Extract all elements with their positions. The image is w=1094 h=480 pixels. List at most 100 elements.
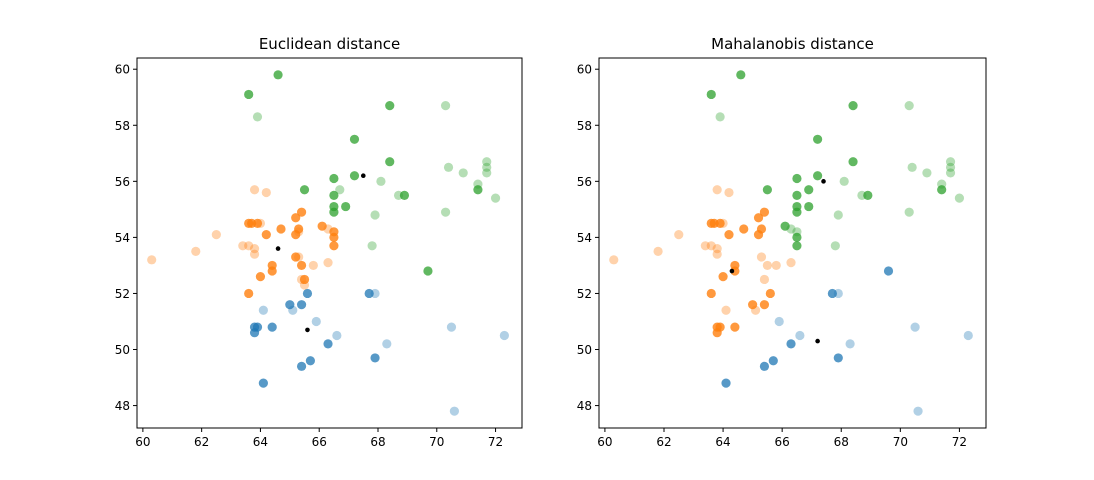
data-point [329, 173, 339, 184]
series-0 [774, 288, 973, 416]
data-point [756, 252, 767, 262]
data-point [449, 406, 460, 416]
data-point [739, 224, 749, 234]
data-point [762, 260, 772, 271]
data-point [267, 322, 277, 332]
data-point [768, 356, 778, 366]
data-point [715, 112, 725, 122]
data-point [147, 255, 157, 265]
data-point [712, 185, 722, 195]
series-1 [249, 288, 380, 388]
data-point [308, 260, 318, 271]
data-point [370, 210, 380, 220]
data-point [299, 274, 310, 285]
data-point [291, 213, 301, 223]
data-point [443, 162, 454, 172]
series-5 [706, 70, 947, 251]
euclidean-scatter-panel: Euclidean distance 60 62 64 66 68 70 72 48 50 52 54… [115, 35, 523, 449]
data-point [249, 185, 260, 195]
data-point [762, 185, 772, 195]
data-point [904, 207, 914, 217]
data-point [833, 210, 843, 220]
data-point [440, 207, 451, 217]
data-point [305, 356, 315, 366]
data-point [482, 168, 492, 178]
series-5 [244, 70, 483, 276]
data-point [813, 134, 823, 144]
centroid-point [305, 327, 310, 333]
data-point [249, 244, 260, 254]
data-point [724, 187, 734, 198]
y-tick-label: 48 [115, 399, 130, 413]
data-point [349, 134, 360, 144]
data-point [490, 193, 501, 203]
data-point [291, 229, 301, 240]
data-point [845, 339, 855, 349]
data-point [759, 207, 770, 217]
data-point [715, 218, 725, 228]
y-tick-label: 54 [577, 231, 592, 245]
data-point [706, 241, 716, 251]
data-point [718, 272, 728, 282]
x-tick-label: 60 [135, 435, 150, 449]
data-point [830, 241, 840, 251]
data-point [329, 190, 339, 200]
data-point [267, 266, 277, 276]
centroid-point [275, 246, 281, 251]
data-point [674, 229, 684, 240]
data-point [937, 185, 947, 195]
data-point [255, 272, 266, 282]
data-point [795, 330, 805, 341]
data-point [323, 258, 333, 268]
mahalanobis-scatter-panel: Mahalanobis distance 60 62 64 66 68 70 72 48 50 52… [577, 35, 987, 449]
axes-frame [598, 57, 987, 429]
y-tick-label: 60 [115, 63, 130, 77]
chart-title: Mahalanobis distance [711, 35, 874, 53]
centroid-point [729, 268, 735, 274]
data-point [296, 300, 307, 310]
x-tick-label: 68 [370, 435, 385, 449]
y-tick-label: 50 [115, 343, 130, 357]
data-point [706, 288, 716, 299]
data-point [244, 89, 254, 100]
data-point [370, 353, 380, 363]
x-tick-label: 72 [488, 435, 503, 449]
data-point [712, 244, 722, 254]
data-point [653, 246, 663, 257]
data-point [323, 339, 333, 349]
data-point [786, 339, 796, 349]
data-point [792, 173, 802, 184]
data-point [499, 330, 509, 341]
data-point [827, 288, 837, 299]
x-tick-label: 66 [775, 435, 790, 449]
axes-frame [136, 57, 523, 429]
data-point [712, 328, 722, 338]
data-point [774, 316, 784, 327]
data-point [261, 187, 271, 198]
series-4 [715, 101, 965, 251]
data-point [440, 101, 451, 111]
data-point [482, 157, 492, 167]
centroid-point [821, 179, 826, 184]
data-point [249, 249, 260, 259]
x-tick-label: 70 [893, 435, 908, 449]
data-point [329, 207, 339, 217]
data-point [273, 70, 283, 80]
x-tick-label: 62 [656, 435, 671, 449]
series-6 [729, 179, 826, 344]
data-point [367, 241, 377, 251]
series-2 [147, 185, 333, 290]
data-point [753, 213, 764, 223]
data-point [765, 288, 775, 299]
data-point [945, 168, 956, 178]
data-point [721, 378, 731, 388]
series-2 [609, 185, 796, 315]
data-point [252, 112, 263, 122]
data-point [446, 322, 457, 332]
data-point [191, 246, 201, 257]
data-point [291, 252, 301, 262]
data-point [706, 89, 716, 100]
data-point [317, 221, 327, 231]
x-tick-label: 60 [597, 435, 612, 449]
